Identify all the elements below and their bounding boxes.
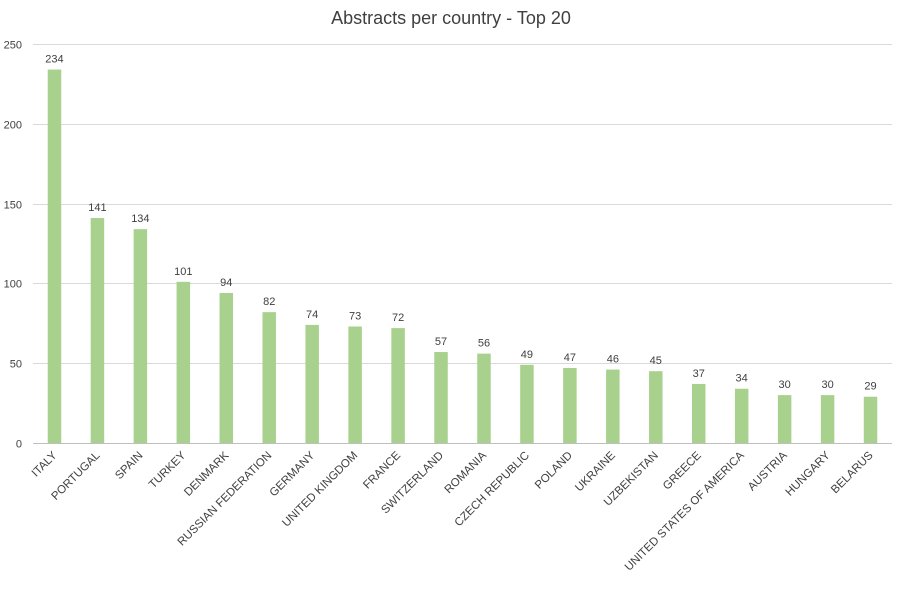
- data-label: 49: [521, 349, 533, 361]
- x-tick-label: FRANCE: [361, 449, 403, 491]
- bars: [47, 69, 878, 443]
- bar: [520, 364, 534, 443]
- x-tick-label: BELARUS: [829, 449, 876, 496]
- bar: [305, 324, 319, 443]
- x-tick-label: AUSTRIA: [746, 449, 790, 493]
- bar: [734, 388, 749, 443]
- x-tick-label: TURKEY: [147, 449, 189, 491]
- data-label: 234: [45, 54, 63, 66]
- data-label: 94: [220, 277, 232, 289]
- data-label: 72: [392, 312, 404, 324]
- bar: [348, 326, 362, 443]
- bar: [606, 369, 620, 443]
- x-tick-label: CZECH REPUBLIC: [453, 450, 532, 529]
- y-tick-label: 50: [10, 359, 22, 371]
- x-tick-label: HUNGARY: [784, 449, 833, 498]
- data-label: 73: [349, 310, 361, 322]
- x-tick-label: SPAIN: [113, 450, 145, 482]
- bar: [176, 281, 191, 443]
- gridlines: [33, 44, 892, 444]
- bar: [563, 367, 577, 443]
- data-label: 47: [564, 352, 576, 364]
- y-tick-label: 200: [4, 120, 22, 132]
- x-tick-label: ROMANIA: [443, 449, 490, 496]
- data-label: 57: [435, 336, 447, 348]
- chart-title: Abstracts per country - Top 20: [331, 8, 571, 28]
- data-label: 141: [88, 202, 106, 214]
- data-label: 30: [821, 379, 833, 391]
- data-label: 101: [174, 266, 192, 278]
- bar: [262, 312, 276, 443]
- x-tick-label: POLAND: [533, 450, 575, 492]
- bar: [47, 69, 62, 443]
- bar: [477, 353, 491, 443]
- y-tick-label: 250: [4, 40, 22, 52]
- data-label: 82: [263, 296, 275, 308]
- bar: [649, 371, 663, 443]
- x-tick-label: UNITED KINGDOM: [280, 450, 360, 530]
- y-axis-ticks: 0 50 100 150 200 250: [4, 40, 22, 451]
- data-label: 74: [306, 309, 318, 321]
- data-label: 45: [650, 355, 662, 367]
- y-tick-label: 100: [4, 279, 22, 291]
- bar: [820, 395, 835, 443]
- bar: [777, 395, 792, 443]
- bar: [219, 292, 234, 443]
- bar: [691, 383, 706, 443]
- x-tick-label: GREECE: [661, 449, 704, 492]
- y-tick-label: 150: [4, 200, 22, 212]
- bar: [863, 396, 878, 443]
- data-label: 34: [736, 373, 748, 385]
- y-tick-label: 0: [16, 439, 22, 451]
- bar: [90, 217, 105, 443]
- data-label: 30: [779, 379, 791, 391]
- data-label: 134: [131, 213, 149, 225]
- data-label: 29: [864, 381, 876, 393]
- bar: [391, 328, 405, 443]
- data-label: 37: [693, 368, 705, 380]
- data-labels: 234 141 134 101 94 82 74 73 72 57 56 49 47 46 45 37 34 30…: [45, 54, 876, 393]
- bar: [133, 229, 148, 443]
- x-tick-label: UKRAINE: [573, 449, 618, 494]
- x-tick-label: ITALY: [30, 449, 60, 479]
- data-label: 56: [478, 338, 490, 350]
- data-label: 46: [607, 354, 619, 366]
- bar: [434, 352, 448, 443]
